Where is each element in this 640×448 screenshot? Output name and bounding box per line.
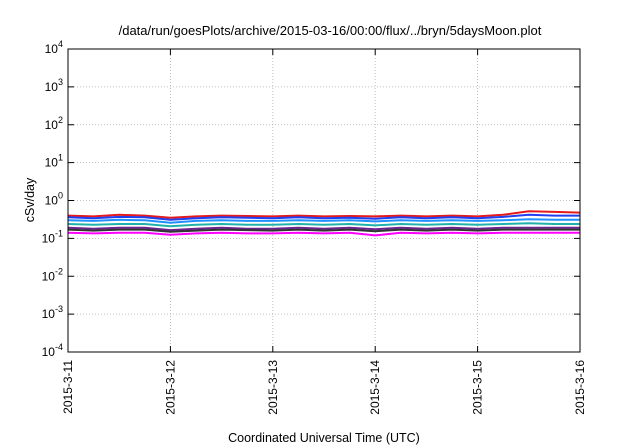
y-tick-exponent: 2 xyxy=(58,115,63,125)
chart-title: /data/run/goesPlots/archive/2015-03-16/0… xyxy=(119,23,542,38)
grid xyxy=(68,49,580,352)
x-tick-label: 2015-3-14 xyxy=(368,360,382,415)
series-line xyxy=(67,222,580,228)
tick-marks xyxy=(67,48,581,353)
y-tick-base: 10 xyxy=(45,80,59,94)
series-line xyxy=(67,226,580,232)
series-line xyxy=(67,218,580,224)
x-tick-label: 2015-3-11 xyxy=(61,360,75,414)
y-tick-base: 10 xyxy=(42,307,56,321)
y-tick-base: 10 xyxy=(42,269,56,283)
y-tick-exponent: -3 xyxy=(55,304,63,314)
x-tick-label: 2015-3-12 xyxy=(163,360,177,415)
y-tick-label: 10-2 xyxy=(42,266,63,283)
y-tick-exponent: -4 xyxy=(55,342,63,352)
y-tick-base: 10 xyxy=(45,194,59,208)
x-axis-label: Coordinated Universal Time (UTC) xyxy=(228,431,420,445)
series-line xyxy=(67,231,580,237)
y-tick-label: 10-3 xyxy=(42,304,63,321)
series-group xyxy=(67,210,581,237)
y-tick-label: 101 xyxy=(45,153,63,170)
y-tick-label: 10-4 xyxy=(42,342,63,359)
y-tick-exponent: 4 xyxy=(58,39,63,49)
series-line xyxy=(67,210,581,219)
y-tick-exponent: 3 xyxy=(58,77,63,87)
y-tick-base: 10 xyxy=(45,42,59,56)
y-tick-base: 10 xyxy=(42,345,56,359)
y-tick-label: 102 xyxy=(45,115,63,132)
y-tick-base: 10 xyxy=(45,118,59,132)
y-axis-label: cSv/day xyxy=(23,177,37,222)
x-tick-label: 2015-3-16 xyxy=(573,360,587,415)
y-tick-base: 10 xyxy=(42,231,56,245)
y-tick-exponent: -1 xyxy=(55,228,63,238)
y-tick-exponent: 0 xyxy=(58,191,63,201)
y-tick-base: 10 xyxy=(45,156,59,170)
x-tick-label: 2015-3-15 xyxy=(471,360,485,415)
y-tick-label: 100 xyxy=(45,191,63,208)
series-line xyxy=(67,228,580,233)
series-line xyxy=(67,213,580,221)
y-tick-label: 104 xyxy=(45,39,63,56)
x-tick-label: 2015-3-13 xyxy=(266,360,280,415)
y-tick-exponent: -2 xyxy=(55,266,63,276)
y-tick-label: 103 xyxy=(45,77,63,94)
x-tick-labels: 2015-3-11 2015-3-12 2015-3-13 2015-3-14 2015… xyxy=(61,360,587,415)
y-tick-exponent: 1 xyxy=(58,153,63,163)
y-tick-label: 10-1 xyxy=(42,228,63,245)
